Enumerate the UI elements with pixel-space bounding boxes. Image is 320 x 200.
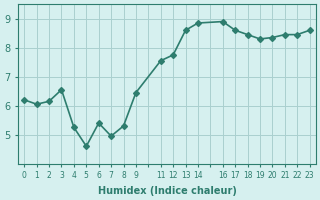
X-axis label: Humidex (Indice chaleur): Humidex (Indice chaleur) [98,186,236,196]
